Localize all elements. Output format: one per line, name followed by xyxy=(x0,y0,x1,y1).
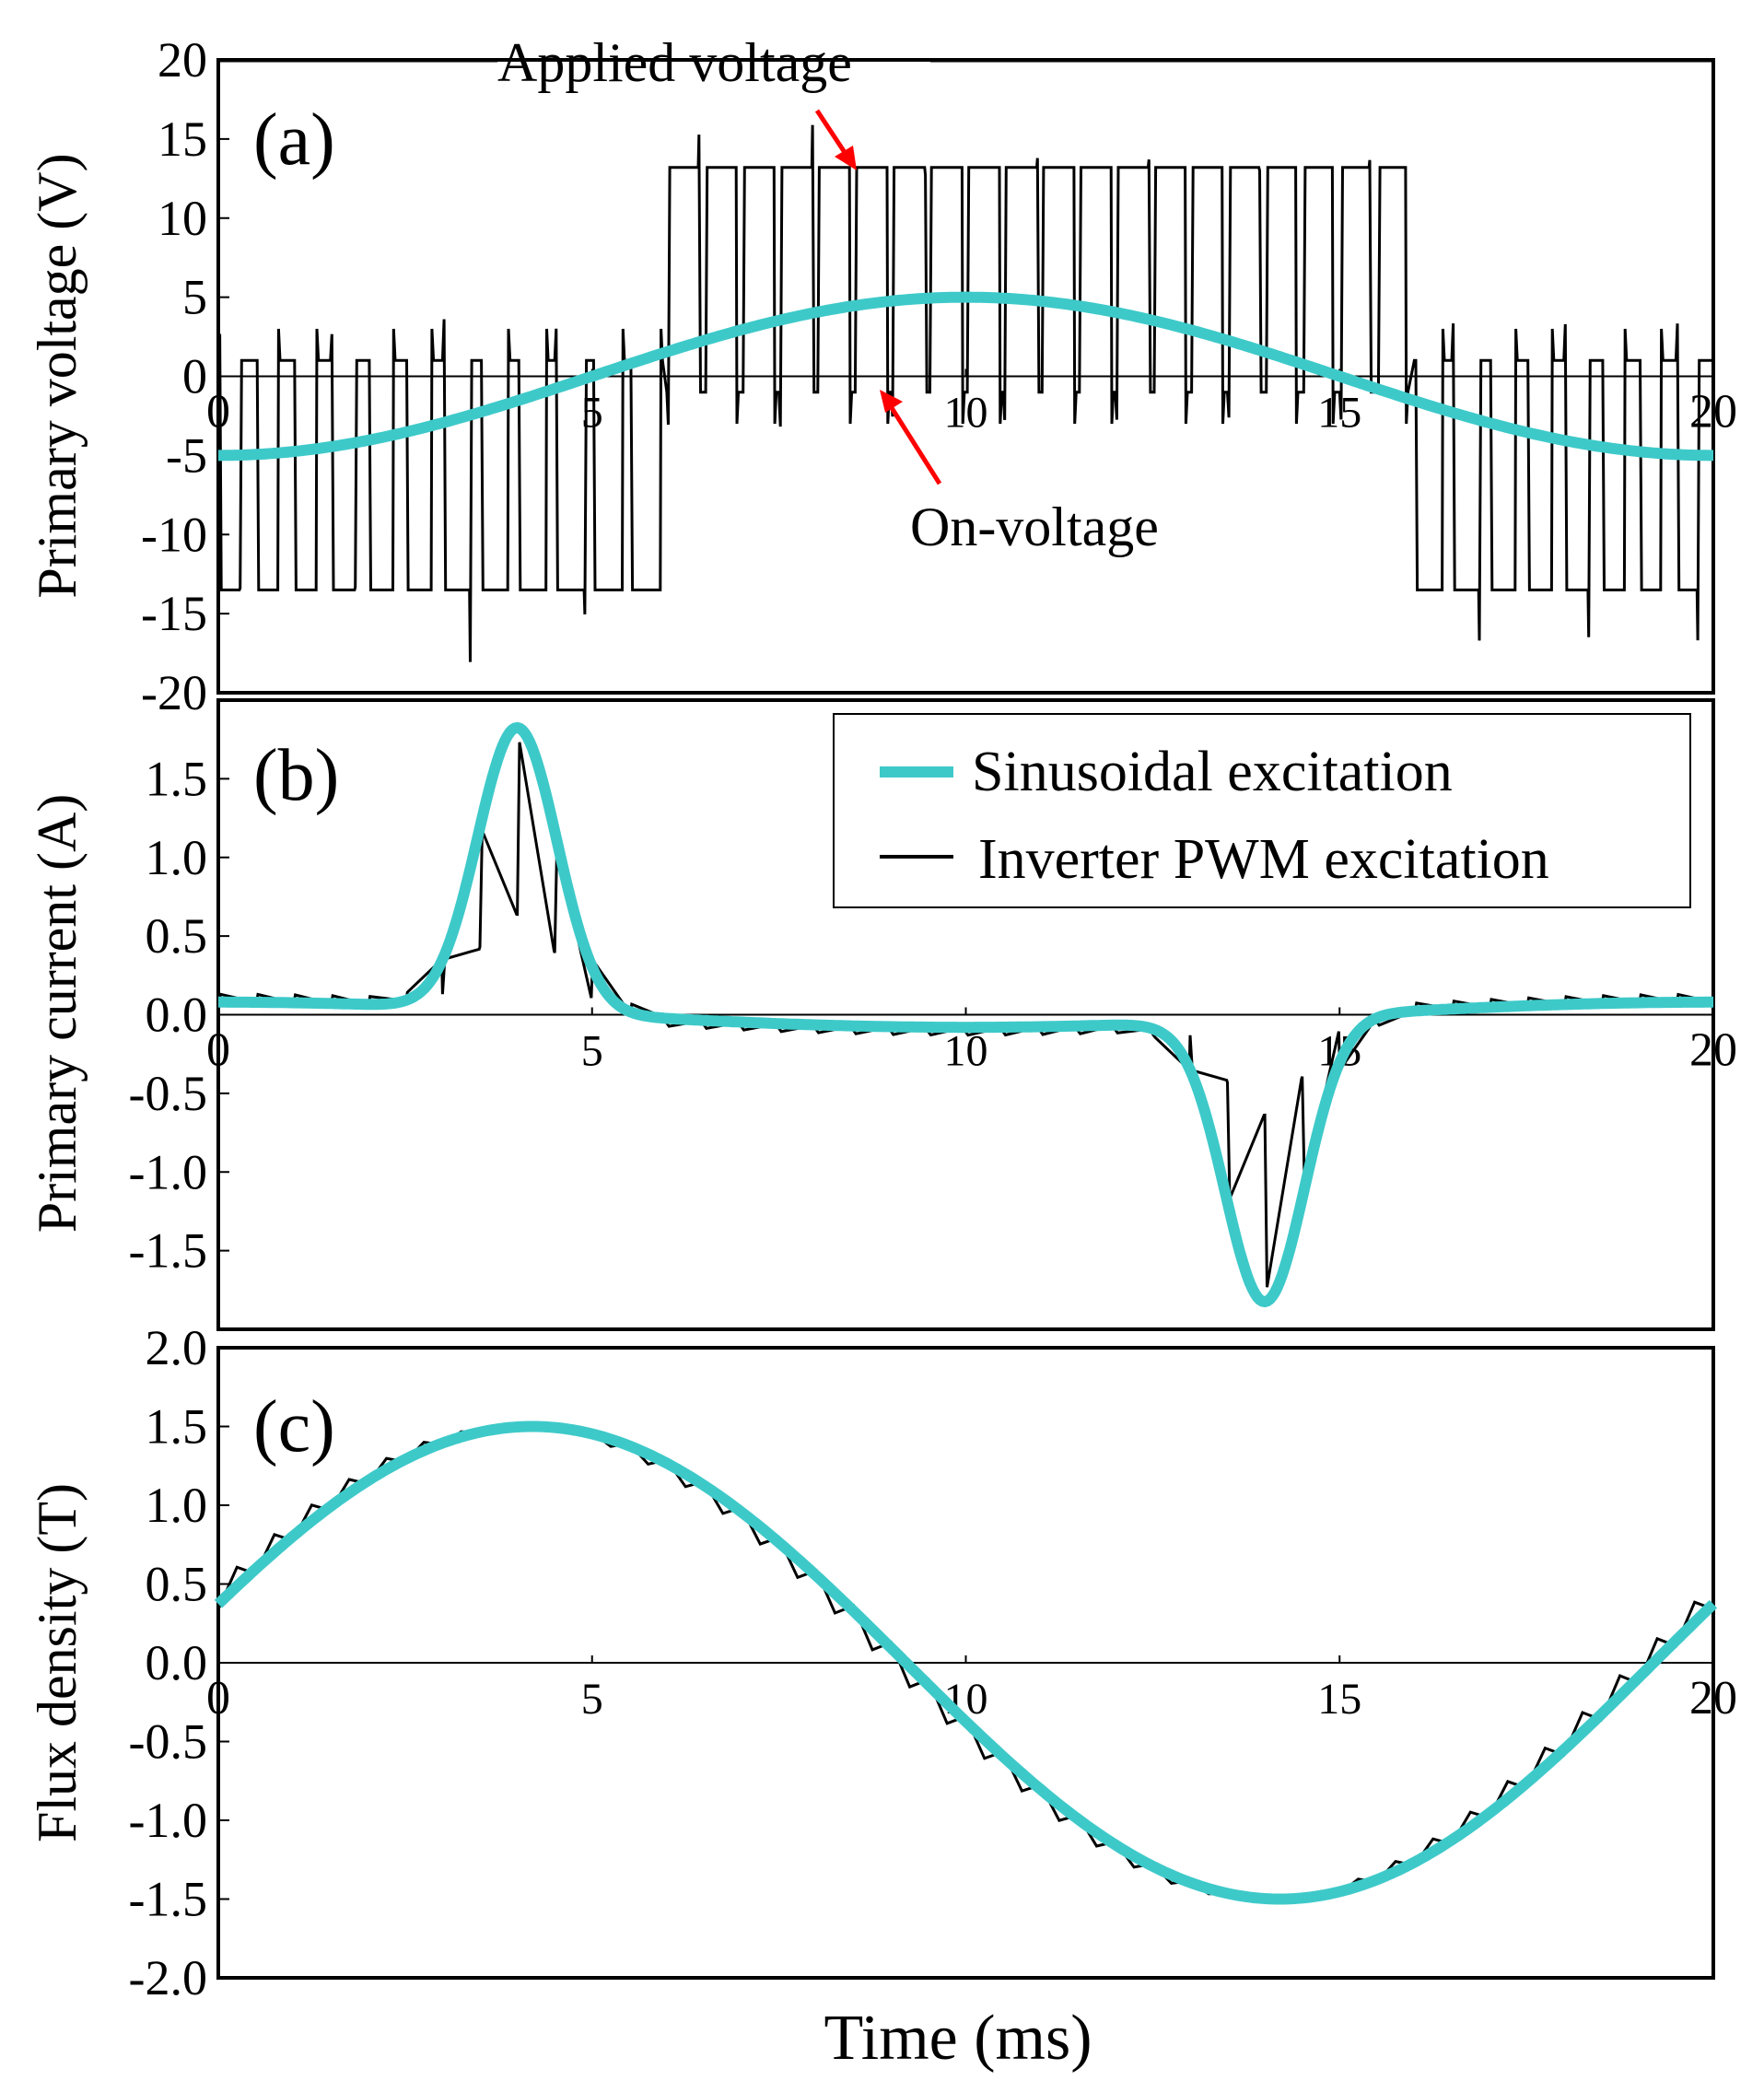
y-tick-label: -0.5 xyxy=(129,1714,207,1770)
x-tick-label: 20 xyxy=(1689,1024,1737,1077)
y-tick-label: -1.5 xyxy=(129,1223,207,1279)
x-tick-label: 5 xyxy=(581,1675,603,1724)
y-tick-label: 10 xyxy=(158,191,207,246)
legend: Sinusoidal excitation Inverter PWM excit… xyxy=(834,714,1690,907)
on-voltage-arrow xyxy=(889,403,940,484)
figure: 0 5 10 15 2020151050-5-10-15-20 (a) Primary … xyxy=(0,0,1764,2081)
x-tick-label: 5 xyxy=(581,389,603,438)
y-tick-label: 0.0 xyxy=(146,988,208,1043)
y-tick-label: 2.0 xyxy=(146,1320,208,1375)
x-tick-label: 5 xyxy=(581,1027,603,1076)
panel-a-voltage: 0 5 10 15 2020151050-5-10-15-20 (a) Primary … xyxy=(27,32,1737,720)
y-tick-label: -2.0 xyxy=(129,1950,207,2005)
panel-c-ticks: 0 5 10 15 202.01.51.00.50.0-0.5-1.0-1.5-2.0 xyxy=(129,1320,1737,2005)
panel-a-label: (a) xyxy=(253,99,335,181)
y-tick-label: 1.0 xyxy=(146,830,208,885)
y-tick-label: -20 xyxy=(141,665,207,720)
legend-label-sinusoidal: Sinusoidal excitation xyxy=(972,741,1453,803)
y-tick-label: 20 xyxy=(158,32,207,88)
y-tick-label: 1.5 xyxy=(146,1399,208,1455)
x-tick-label: 0 xyxy=(206,386,230,438)
y-tick-label: -5 xyxy=(166,427,207,483)
y-tick-label: -1.0 xyxy=(129,1793,207,1848)
y-tick-label: 1.0 xyxy=(146,1478,208,1533)
panel-b-label: (b) xyxy=(253,735,339,816)
on-voltage-annotation: On-voltage xyxy=(910,497,1159,557)
y-tick-label: -1.5 xyxy=(129,1872,207,1927)
x-tick-label: 15 xyxy=(1317,1675,1361,1724)
x-tick-label: 10 xyxy=(944,389,988,438)
y-tick-label: 15 xyxy=(158,111,207,167)
series-pwm-voltage xyxy=(218,125,1713,662)
y-tick-label: -10 xyxy=(141,507,207,562)
x-axis-label: Time (ms) xyxy=(824,2003,1092,2074)
applied-voltage-annotation: Applied voltage xyxy=(497,32,852,93)
x-tick-label: 20 xyxy=(1689,386,1737,438)
applied-voltage-arrow xyxy=(817,111,847,157)
panel-a-series xyxy=(218,125,1713,662)
panel-a-ticks: 0 5 10 15 2020151050-5-10-15-20 xyxy=(141,32,1737,720)
panel-b-current: 0 5 10 15 201.51.00.50.0-0.5-1.0-1.5 (b) Pri… xyxy=(27,700,1737,1329)
y-tick-label: 1.5 xyxy=(146,751,208,806)
y-tick-label: -15 xyxy=(141,586,207,641)
y-tick-label: 0.0 xyxy=(146,1635,208,1690)
panel-a-ylabel: Primary voltage (V) xyxy=(27,153,88,598)
y-tick-label: 0.5 xyxy=(146,1557,208,1612)
panel-b-ylabel: Primary current (A) xyxy=(27,794,88,1233)
x-tick-label: 0 xyxy=(206,1024,230,1077)
y-tick-label: 5 xyxy=(182,270,207,325)
y-tick-label: -1.0 xyxy=(129,1144,207,1199)
y-tick-label: -0.5 xyxy=(129,1066,207,1121)
x-tick-label: 0 xyxy=(206,1672,230,1724)
panel-c-ylabel: Flux density (T) xyxy=(27,1483,88,1842)
y-tick-label: 0 xyxy=(182,349,207,404)
y-tick-label: 0.5 xyxy=(146,908,208,964)
panel-c-flux: 0 5 10 15 202.01.51.00.50.0-0.5-1.0-1.5-2.0 … xyxy=(27,1320,1737,2005)
legend-label-pwm: Inverter PWM excitation xyxy=(978,828,1549,891)
panel-c-label: (c) xyxy=(253,1386,335,1467)
x-tick-label: 20 xyxy=(1689,1672,1737,1724)
